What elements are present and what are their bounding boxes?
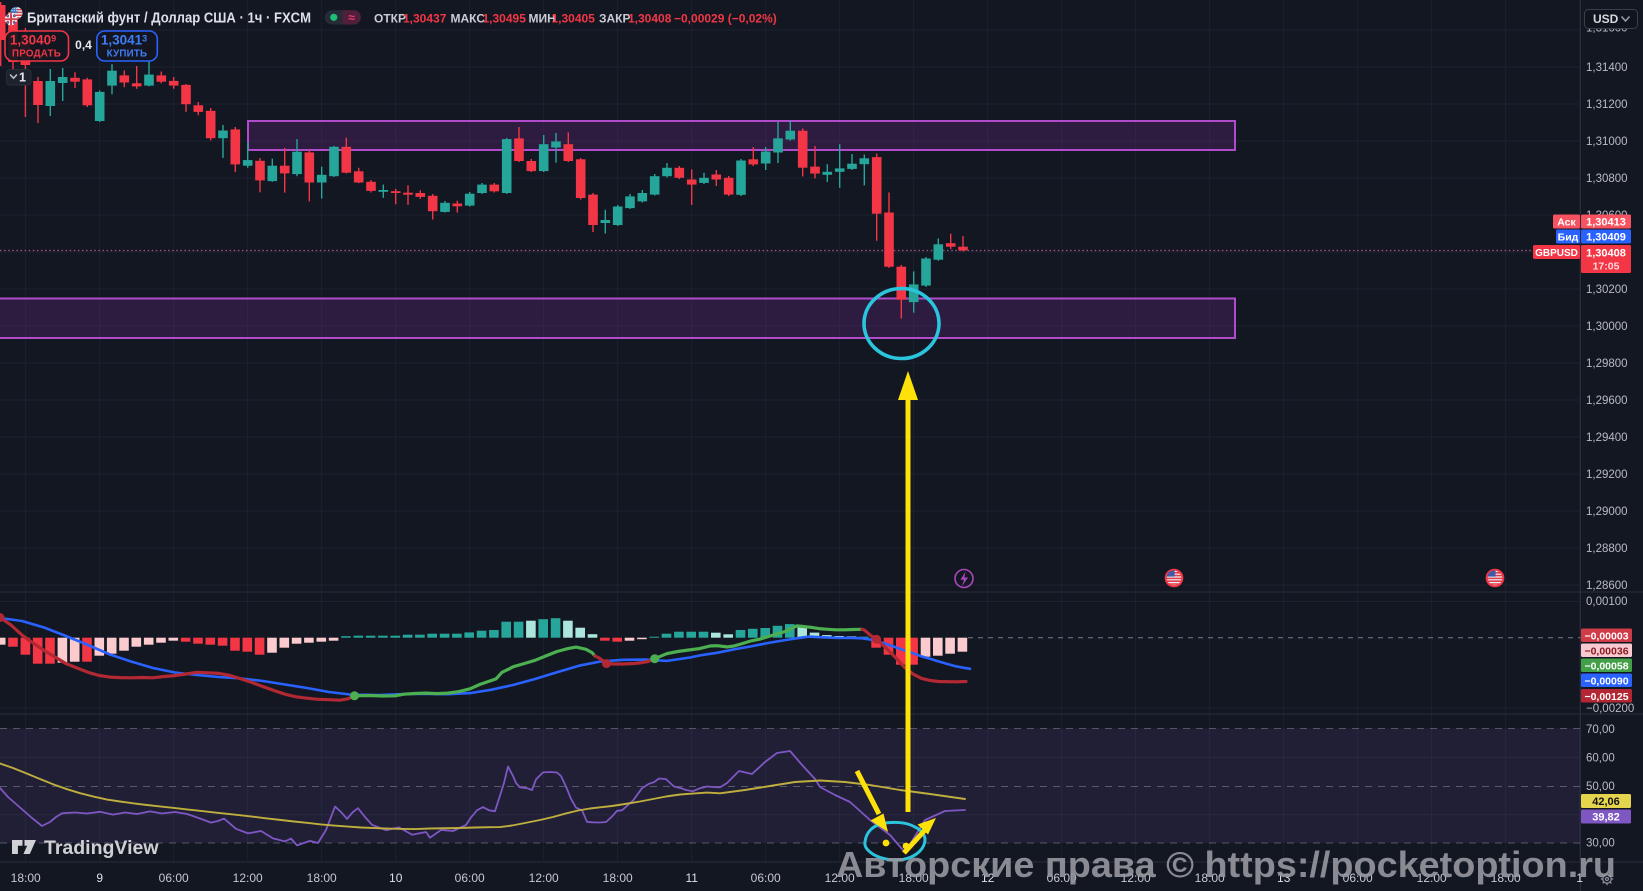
svg-text:12:00: 12:00 xyxy=(825,871,855,885)
svg-text:11: 11 xyxy=(685,871,698,885)
svg-text:60,00: 60,00 xyxy=(1586,753,1615,765)
svg-text:06:00: 06:00 xyxy=(159,871,189,885)
svg-text:Бид: Бид xyxy=(1558,232,1579,244)
svg-text:18:00: 18:00 xyxy=(11,871,41,885)
svg-text:1,30437: 1,30437 xyxy=(403,12,447,26)
svg-text:18:00: 18:00 xyxy=(603,871,633,885)
svg-text:06:00: 06:00 xyxy=(1047,871,1077,885)
svg-text:13: 13 xyxy=(1277,871,1291,885)
svg-text:TradingView: TradingView xyxy=(44,837,159,859)
svg-text:1,29200: 1,29200 xyxy=(1586,469,1628,481)
svg-text:39,82: 39,82 xyxy=(1592,812,1620,824)
svg-text:9: 9 xyxy=(96,871,103,885)
svg-text:1: 1 xyxy=(1576,871,1583,885)
svg-text:1,29800: 1,29800 xyxy=(1586,358,1628,370)
svg-text:ПРОДАТЬ: ПРОДАТЬ xyxy=(12,49,61,60)
svg-text:06:00: 06:00 xyxy=(1343,871,1373,885)
svg-text:17:05: 17:05 xyxy=(1593,261,1620,273)
svg-text:12:00: 12:00 xyxy=(1417,871,1447,885)
svg-text:1: 1 xyxy=(19,71,26,85)
svg-text:1,29000: 1,29000 xyxy=(1586,506,1628,518)
svg-text:1,28600: 1,28600 xyxy=(1586,580,1628,592)
svg-text:18:00: 18:00 xyxy=(899,871,929,885)
svg-text:18:00: 18:00 xyxy=(1195,871,1225,885)
svg-text:42,06: 42,06 xyxy=(1592,796,1620,808)
svg-text:1,30413: 1,30413 xyxy=(1586,217,1626,229)
svg-text:10: 10 xyxy=(389,871,403,885)
svg-text:−0,00003: −0,00003 xyxy=(1584,630,1628,642)
svg-text:Авторские права © https://pock: Авторские права © https://pocketoption.r… xyxy=(836,844,1616,885)
svg-text:Аск: Аск xyxy=(1557,217,1576,229)
svg-text:−0,00125: −0,00125 xyxy=(1584,691,1628,703)
svg-text:USD: USD xyxy=(1593,12,1619,26)
svg-text:06:00: 06:00 xyxy=(455,871,485,885)
svg-text:1,29600: 1,29600 xyxy=(1586,395,1628,407)
svg-text:12:00: 12:00 xyxy=(1121,871,1151,885)
svg-text:1,28800: 1,28800 xyxy=(1586,543,1628,555)
svg-text:−0,00036: −0,00036 xyxy=(1584,645,1628,657)
svg-text:06:00: 06:00 xyxy=(751,871,781,885)
svg-text:12:00: 12:00 xyxy=(233,871,263,885)
svg-text:1,30409: 1,30409 xyxy=(10,33,56,48)
svg-text:1,31000: 1,31000 xyxy=(1586,136,1628,148)
svg-text:12: 12 xyxy=(981,871,995,885)
svg-text:1,30000: 1,30000 xyxy=(1586,321,1628,333)
svg-text:1,29400: 1,29400 xyxy=(1586,432,1628,444)
svg-text:1,30408: 1,30408 xyxy=(1586,248,1626,260)
svg-text:1,30200: 1,30200 xyxy=(1586,284,1628,296)
svg-text:12:00: 12:00 xyxy=(529,871,559,885)
svg-text:МАКС: МАКС xyxy=(451,12,486,26)
svg-text:1,30408: 1,30408 xyxy=(628,12,672,26)
svg-text:GBPUSD: GBPUSD xyxy=(1535,248,1578,259)
svg-text:1,30413: 1,30413 xyxy=(101,33,147,48)
svg-text:1,31400: 1,31400 xyxy=(1586,62,1628,74)
svg-text:30,00: 30,00 xyxy=(1586,838,1615,850)
svg-text:−0,00090: −0,00090 xyxy=(1584,675,1628,687)
svg-text:1,30405: 1,30405 xyxy=(552,12,596,26)
svg-text:50,00: 50,00 xyxy=(1586,781,1615,793)
svg-text:МИН: МИН xyxy=(529,12,556,26)
svg-text:ЗАКР: ЗАКР xyxy=(599,12,631,26)
svg-text:−0,00058: −0,00058 xyxy=(1584,660,1628,672)
svg-text:≈: ≈ xyxy=(348,11,355,25)
svg-text:1,30409: 1,30409 xyxy=(1586,232,1626,244)
svg-text:−0,00029 (−0,02%): −0,00029 (−0,02%) xyxy=(674,12,777,26)
svg-text:1,30495: 1,30495 xyxy=(483,12,527,26)
svg-text:70,00: 70,00 xyxy=(1586,724,1615,736)
svg-text:1,31200: 1,31200 xyxy=(1586,99,1628,111)
svg-text:ОТКР: ОТКР xyxy=(374,12,406,26)
svg-text:18:00: 18:00 xyxy=(307,871,337,885)
svg-text:0,00100: 0,00100 xyxy=(1586,596,1628,608)
svg-text:0,4: 0,4 xyxy=(75,38,92,52)
svg-text:КУПИТЬ: КУПИТЬ xyxy=(107,49,148,60)
svg-text:−0,00200: −0,00200 xyxy=(1586,703,1634,715)
svg-text:18:00: 18:00 xyxy=(1491,871,1521,885)
svg-text:Британский фунт / Доллар США ·: Британский фунт / Доллар США · 1ч · FXCM xyxy=(27,11,311,27)
svg-text:1,30800: 1,30800 xyxy=(1586,173,1628,185)
